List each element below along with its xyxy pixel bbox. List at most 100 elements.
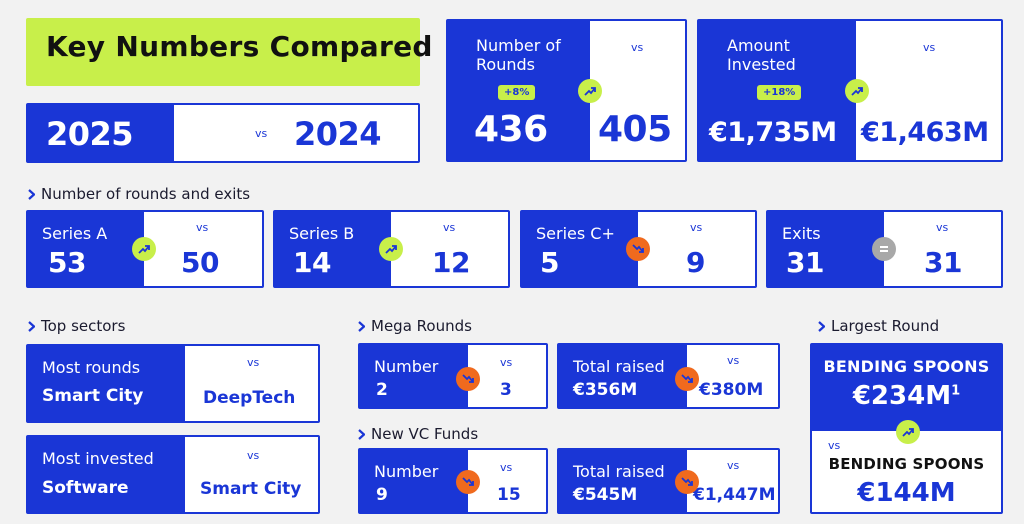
largest-previous-amount: €144M <box>857 478 956 508</box>
most-invested-card: Most invested Software vs Smart City <box>26 435 320 514</box>
mega-number-card: Number 2 vs 3 <box>358 343 548 409</box>
invested-change-badge: +18% <box>757 85 802 100</box>
series-c-label: Series C+ <box>536 224 615 243</box>
vs-label: vs <box>247 449 260 462</box>
rounds-label-line2: Rounds <box>476 55 535 74</box>
rounds-previous: 405 <box>598 109 672 150</box>
vc-raised-previous: €1,447M <box>693 485 776 505</box>
vs-label: vs <box>500 461 513 474</box>
series-a-current: 53 <box>48 246 86 279</box>
invested-label-line1: Amount <box>727 36 790 55</box>
mega-raised-label: Total raised <box>573 357 665 376</box>
invested-current: €1,735M <box>709 117 837 148</box>
exits-label: Exits <box>782 224 821 243</box>
series-b-card: Series B 14 vs 12 <box>273 210 510 288</box>
title-box <box>26 18 420 86</box>
vc-raised-current: €545M <box>573 485 638 505</box>
exits-current: 31 <box>786 246 824 279</box>
current-year: 2025 <box>46 115 134 153</box>
largest-previous-company-logo: BENDING SPOONS <box>828 455 985 473</box>
mega-number-previous: 3 <box>500 380 512 400</box>
trend-down-icon <box>675 470 699 494</box>
years-card: 2025 vs 2024 <box>26 103 420 163</box>
invested-label-line2: Invested <box>727 55 796 74</box>
section-title: Top sectors <box>41 317 126 335</box>
chevron-right-icon <box>818 320 825 332</box>
previous-year: 2024 <box>294 115 382 153</box>
vs-label: vs <box>255 127 268 140</box>
trend-up-icon <box>578 79 602 103</box>
vc-number-current: 9 <box>376 485 388 505</box>
vc-number-label: Number <box>374 462 439 481</box>
mega-raised-current: €356M <box>573 380 638 400</box>
vs-label: vs <box>196 221 209 234</box>
trend-down-icon <box>626 237 650 261</box>
trend-up-icon <box>379 237 403 261</box>
section-heading-largest-round: Largest Round <box>818 317 939 335</box>
section-title: New VC Funds <box>371 425 479 443</box>
rounds-label-line1: Number of <box>476 36 561 55</box>
section-title: Mega Rounds <box>371 317 472 335</box>
vs-label: vs <box>923 41 936 54</box>
vc-number-previous: 15 <box>497 485 521 505</box>
vs-label: vs <box>828 439 841 452</box>
vs-label: vs <box>936 221 949 234</box>
chevron-right-icon <box>28 320 35 332</box>
trend-up-icon <box>896 420 920 444</box>
rounds-current: 436 <box>474 109 548 150</box>
vs-label: vs <box>247 356 260 369</box>
exits-previous: 31 <box>924 246 962 279</box>
series-a-previous: 50 <box>181 246 219 279</box>
series-a-label: Series A <box>42 224 108 243</box>
section-title: Number of rounds and exits <box>41 185 251 203</box>
equal-icon <box>872 237 896 261</box>
section-heading-mega-rounds: Mega Rounds <box>358 317 472 335</box>
series-b-current: 14 <box>293 246 331 279</box>
mega-raised-card: Total raised €356M vs €380M <box>557 343 780 409</box>
most-rounds-label: Most rounds <box>42 358 141 377</box>
largest-current-company-logo: BENDING SPOONS <box>823 357 990 376</box>
page-title: Key Numbers Compared <box>46 30 433 63</box>
vc-raised-card: Total raised €545M vs €1,447M <box>557 448 780 514</box>
trend-down-icon <box>456 367 480 391</box>
vs-label: vs <box>727 459 740 472</box>
series-c-current: 5 <box>540 246 559 279</box>
chevron-right-icon <box>358 320 365 332</box>
mega-number-current: 2 <box>376 380 388 400</box>
series-c-previous: 9 <box>686 246 705 279</box>
most-invested-label: Most invested <box>42 449 154 468</box>
vs-label: vs <box>727 354 740 367</box>
rounds-change-badge: +8% <box>498 85 536 100</box>
mega-raised-previous: €380M <box>699 380 764 400</box>
trend-up-icon <box>132 237 156 261</box>
section-heading-rounds-exits: Number of rounds and exits <box>28 185 250 203</box>
most-invested-current: Software <box>42 478 129 498</box>
section-heading-top-sectors: Top sectors <box>28 317 125 335</box>
trend-down-icon <box>675 367 699 391</box>
vs-label: vs <box>443 221 456 234</box>
series-c-card: Series C+ 5 vs 9 <box>520 210 757 288</box>
trend-down-icon <box>456 470 480 494</box>
most-rounds-current: Smart City <box>42 386 144 406</box>
most-rounds-previous: DeepTech <box>203 388 296 408</box>
chevron-right-icon <box>28 188 35 200</box>
series-b-label: Series B <box>289 224 355 243</box>
amount-text: €234M <box>852 381 952 411</box>
rounds-card: Number of Rounds +8% vs 436 405 <box>446 19 687 162</box>
most-rounds-card: Most rounds Smart City vs DeepTech <box>26 344 320 423</box>
footnote-marker: 1 <box>951 383 961 399</box>
series-a-card: Series A 53 vs 50 <box>26 210 264 288</box>
vs-label: vs <box>500 356 513 369</box>
section-heading-vc-funds: New VC Funds <box>358 425 478 443</box>
largest-current-amount: €234M1 <box>812 381 1001 411</box>
series-b-previous: 12 <box>432 246 470 279</box>
invested-previous: €1,463M <box>861 117 989 148</box>
vc-number-card: Number 9 vs 15 <box>358 448 548 514</box>
vc-raised-label: Total raised <box>573 462 665 481</box>
vs-label: vs <box>631 41 644 54</box>
exits-card: Exits 31 vs 31 <box>766 210 1003 288</box>
chevron-right-icon <box>358 428 365 440</box>
section-title: Largest Round <box>831 317 940 335</box>
invested-card: Amount Invested +18% vs €1,735M €1,463M <box>697 19 1003 162</box>
largest-round-card: BENDING SPOONS €234M1 vs BENDING SPOONS … <box>810 343 1003 514</box>
